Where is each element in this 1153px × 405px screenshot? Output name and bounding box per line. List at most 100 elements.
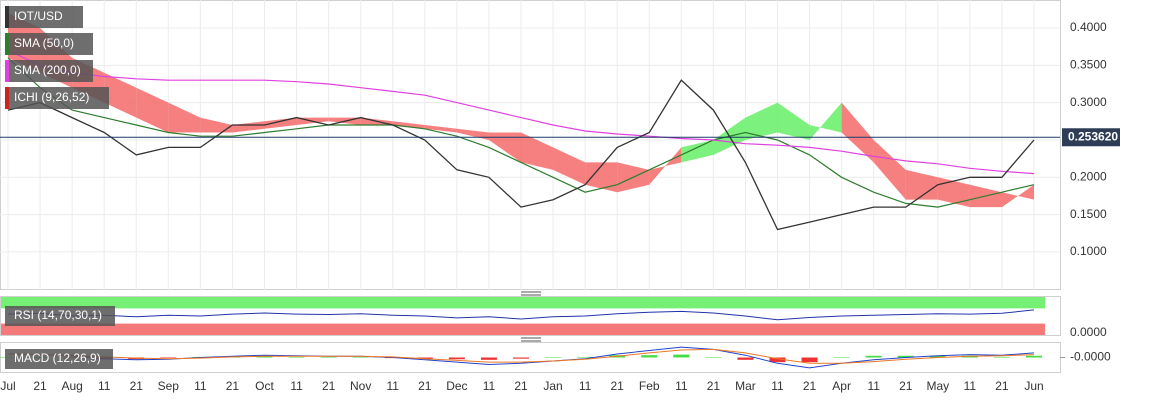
x-tick-label: 21	[899, 379, 913, 393]
macd-histogram-bar	[512, 357, 530, 359]
x-tick-label: Aug	[61, 379, 82, 393]
x-tick-label: 11	[290, 379, 303, 393]
ichimoku-cloud	[264, 117, 297, 129]
legend-label: ICHI (9,26,52)	[14, 90, 89, 104]
x-tick-label: 11	[483, 379, 496, 393]
macd-histogram-bar	[737, 357, 754, 360]
rsi-line	[7, 309, 1035, 321]
overbought-band	[1, 297, 1045, 309]
panel-grip[interactable]	[521, 291, 541, 296]
legend-label: RSI (14,70,30,1)	[14, 308, 102, 322]
x-tick-label: Oct	[255, 379, 274, 393]
ichimoku-cloud	[168, 102, 201, 133]
y-tick-label: 0.2000	[1070, 169, 1107, 183]
macd-histogram-bar	[448, 357, 465, 360]
oversold-band	[1, 323, 1045, 335]
x-tick-label: 21	[611, 379, 625, 393]
x-tick-label: 11	[194, 379, 207, 393]
ichimoku-cloud	[777, 102, 810, 140]
x-tick-label: Nov	[350, 379, 371, 393]
ichimoku-cloud	[585, 162, 618, 193]
legend-item[interactable]: SMA (200,0)	[5, 60, 93, 82]
current-price-label: 0.253620	[1068, 129, 1118, 143]
x-tick-label: 11	[867, 379, 880, 393]
ichimoku-cloud	[136, 87, 169, 133]
x-tick-label: 11	[387, 379, 400, 393]
x-tick-label: Dec	[446, 379, 467, 393]
rsi-frame	[0, 296, 1061, 336]
legend-label: IOT/USD	[14, 9, 63, 23]
legend-swatch	[5, 60, 9, 82]
y-tick-label: 0.3000	[1070, 95, 1107, 109]
macd-histogram-bar	[929, 355, 946, 358]
x-tick-label: Jun	[1024, 379, 1043, 393]
legend-swatch	[5, 87, 9, 109]
macd-histogram-bar	[993, 356, 1010, 358]
y-tick-label: 0.1500	[1070, 207, 1107, 221]
ichimoku-cloud	[809, 102, 842, 140]
macd-histogram-bar	[1025, 355, 1043, 358]
current-price-box	[1062, 128, 1120, 147]
legend-item[interactable]: SMA (50,0)	[5, 33, 93, 55]
legend-item[interactable]: ICHI (9,26,52)	[5, 87, 109, 109]
x-tick-label: 11	[579, 379, 592, 393]
legend-swatch	[5, 6, 9, 28]
macd-histogram-bar	[641, 355, 658, 358]
macd-histogram-bar	[416, 357, 433, 359]
macd-histogram-bar	[705, 357, 722, 358]
ichimoku-cloud	[232, 121, 265, 133]
x-tick-label: Mar	[735, 379, 756, 393]
main-frame	[0, 0, 1061, 290]
x-tick-label: 21	[322, 379, 336, 393]
y-tick-label: 0.3500	[1070, 57, 1107, 71]
ichimoku-cloud	[521, 132, 554, 170]
legend-box	[5, 6, 83, 28]
macd-legend: MACD (12,26,9)	[5, 349, 113, 369]
ichimoku-cloud	[488, 132, 521, 163]
legend-swatch	[5, 33, 9, 55]
x-tick-label: Jul	[0, 379, 15, 393]
legend-box	[5, 33, 93, 55]
x-tick-label: 11	[964, 379, 977, 393]
macd-histogram-bar	[320, 357, 337, 358]
y-tick-label: -0.0000	[1070, 350, 1111, 364]
ichimoku-cloud	[200, 117, 233, 133]
macd-histogram-bar	[545, 357, 562, 358]
sma-line	[7, 57, 1035, 208]
legend-label: MACD (12,26,9)	[14, 351, 101, 365]
legend-item[interactable]: IOT/USD	[5, 6, 83, 28]
rsi-legend: RSI (14,70,30,1)	[5, 306, 115, 326]
ichimoku-cloud	[681, 139, 714, 163]
x-tick-label: 21	[418, 379, 432, 393]
legend-box	[5, 349, 113, 369]
macd-histogram-bar	[256, 356, 273, 358]
x-tick-label: 11	[98, 379, 111, 393]
macd-histogram-bar	[769, 357, 786, 363]
legend-label: SMA (200,0)	[14, 63, 81, 77]
x-tick-label: 21	[514, 379, 528, 393]
ichimoku-cloud	[649, 147, 682, 185]
ichimoku-cloud	[745, 102, 778, 140]
legend-label: SMA (50,0)	[14, 36, 74, 50]
x-tick-label: 11	[771, 379, 784, 393]
ichimoku-cloud	[873, 139, 906, 200]
ichimoku-cloud	[392, 121, 425, 129]
x-tick-label: May	[926, 379, 949, 393]
x-tick-label: Feb	[639, 379, 660, 393]
panel-grip[interactable]	[521, 337, 541, 342]
y-tick-label: 0.1000	[1070, 244, 1107, 258]
ichimoku-cloud	[841, 102, 874, 163]
x-tick-label: Jan	[543, 379, 562, 393]
macd-histogram-bar	[288, 356, 305, 358]
macd-histogram-bar	[352, 357, 369, 358]
x-tick-label: 21	[995, 379, 1009, 393]
sma-line	[7, 49, 1035, 175]
ichimoku-cloud	[937, 177, 970, 208]
ichimoku-cloud	[1001, 184, 1034, 208]
x-tick-label: 21	[33, 379, 47, 393]
legend-box	[5, 306, 115, 326]
ichimoku-cloud	[905, 169, 938, 200]
macd-histogram-bar	[160, 357, 177, 359]
macd-histogram-bar	[833, 357, 850, 358]
